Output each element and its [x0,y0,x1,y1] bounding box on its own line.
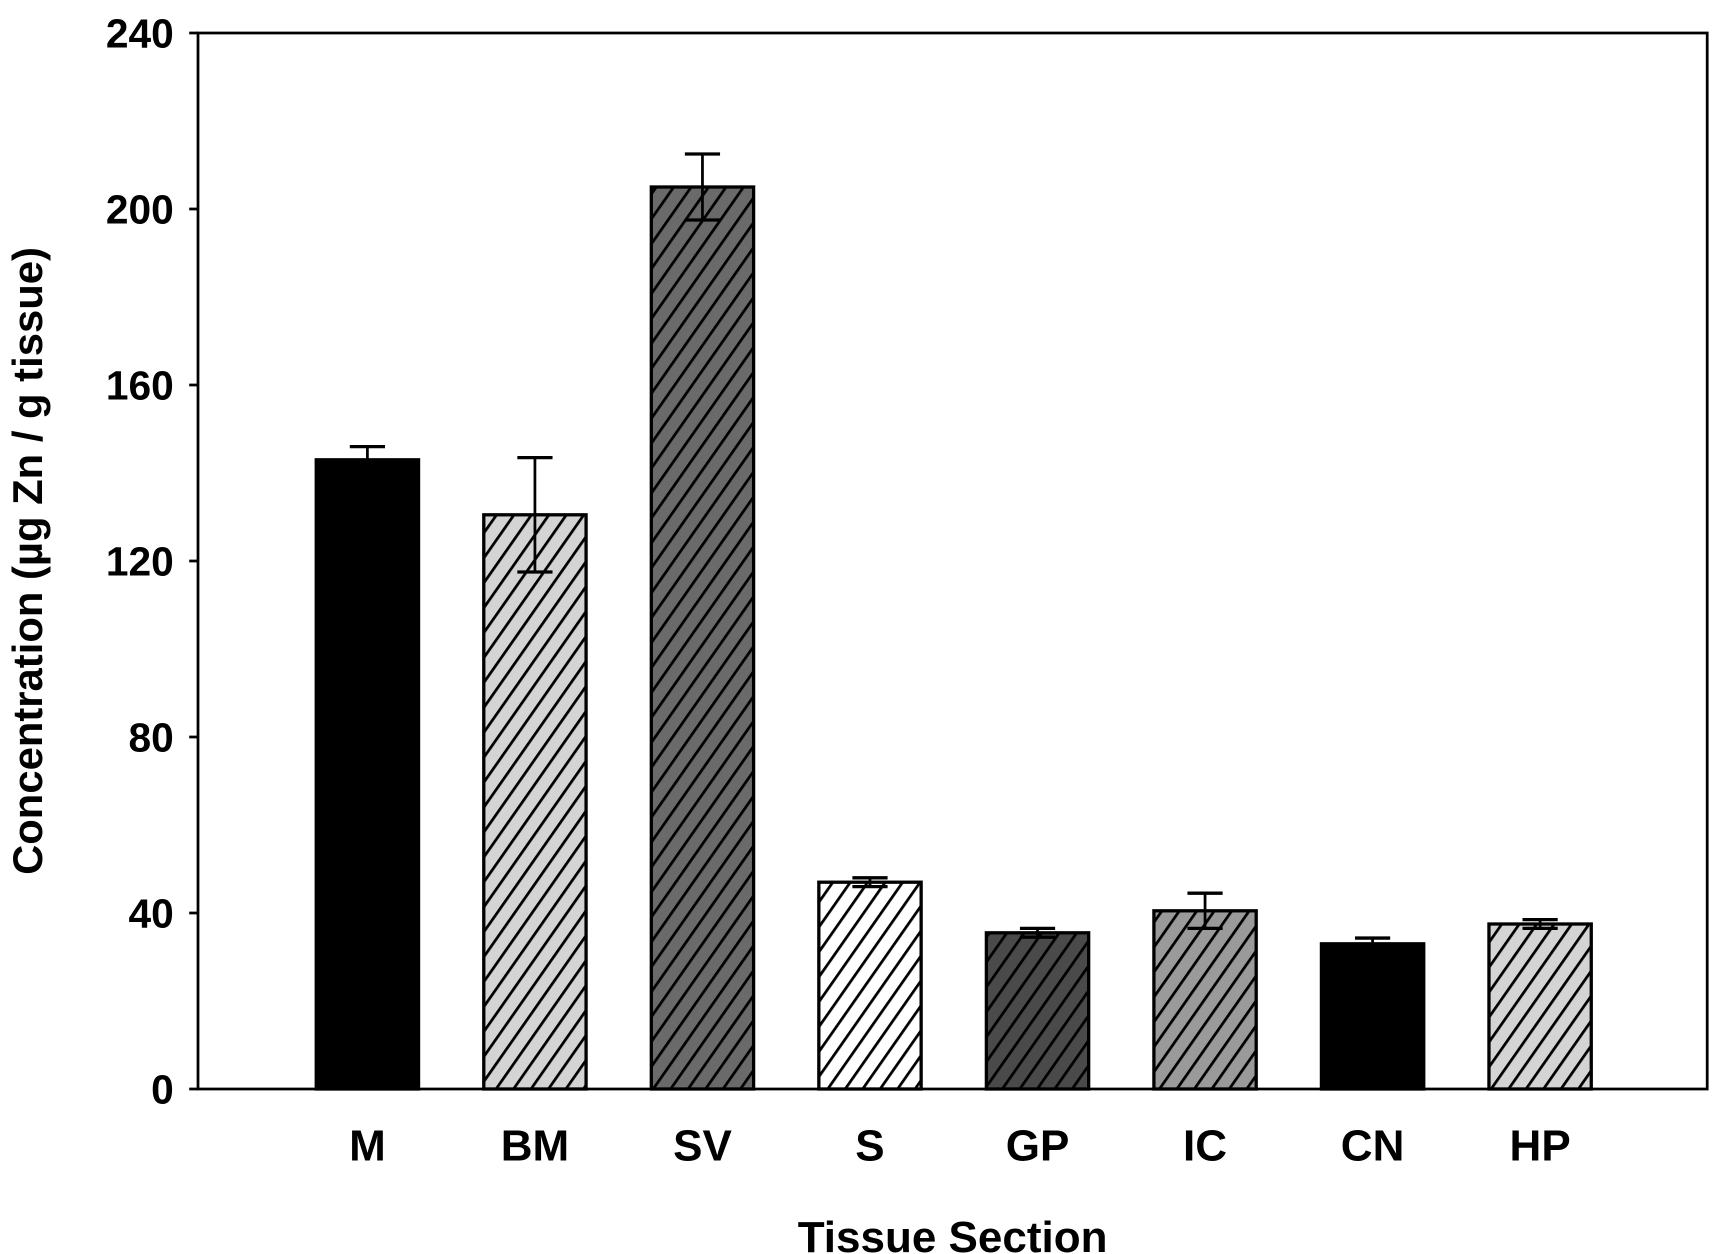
bar-gp [984,931,1091,1091]
error-bar-cn [1354,936,1391,952]
y-axis-title: Concentration (µg Zn / g tissue) [4,247,51,875]
bar-cn [1319,942,1426,1091]
y-tick-label: 40 [129,890,174,936]
y-axis: 0 40 80 120 160 200 240 [106,10,199,1112]
bar-bm [482,513,588,1091]
y-tick-label: 120 [106,538,174,584]
y-tick-label: 200 [106,186,174,232]
bar-ic [1152,909,1258,1091]
x-tick-label: IC [1183,1122,1227,1171]
x-axis: M BM SV S GP IC CN HP [349,1122,1571,1171]
y-tick-label: 160 [106,362,174,408]
x-tick-label: CN [1341,1122,1405,1171]
x-tick-label: S [855,1122,884,1171]
bar-hp [1487,922,1593,1091]
y-tick-label: 80 [129,714,174,760]
x-tick-label: SV [673,1122,732,1171]
error-bar-bm [517,455,553,574]
x-tick-label: BM [501,1122,569,1171]
error-bar-m [349,444,386,475]
x-axis-title: Tissue Section [798,1213,1108,1254]
y-tick-label: 240 [106,10,174,56]
bars-group [314,152,1593,1091]
plot-frame [196,31,1709,1091]
error-bar-gp [1019,926,1056,939]
error-bar-s [852,876,888,889]
bar-m [314,458,421,1091]
error-bar-hp [1522,917,1558,931]
bar-sv [649,185,756,1091]
x-tick-label: M [349,1122,386,1171]
x-tick-label: GP [1006,1122,1070,1171]
bar-s [817,880,923,1091]
y-tick-label: 0 [151,1066,174,1112]
error-bar-sv [684,152,721,222]
x-tick-label: HP [1510,1122,1571,1171]
error-bar-ic [1187,891,1223,931]
